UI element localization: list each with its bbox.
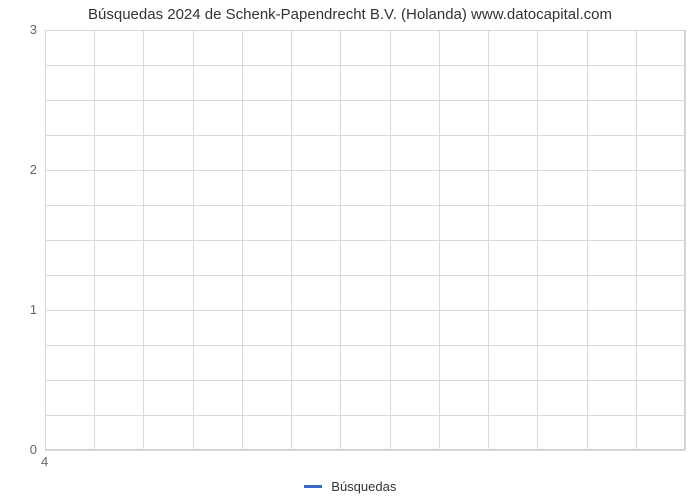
gridline-vertical (685, 30, 686, 450)
legend-swatch (304, 485, 322, 488)
chart-title: Búsquedas 2024 de Schenk-Papendrecht B.V… (0, 6, 700, 23)
gridline-horizontal (45, 30, 685, 31)
gridline-horizontal (45, 380, 685, 381)
y-axis-tick-label: 0 (30, 442, 37, 457)
chart-legend: Búsquedas (0, 478, 700, 494)
gridline-horizontal (45, 240, 685, 241)
y-axis-tick-label: 2 (30, 162, 37, 177)
gridline-horizontal (45, 275, 685, 276)
legend-label: Búsquedas (331, 479, 396, 494)
gridline-horizontal (45, 65, 685, 66)
x-axis-tick-label: 4 (41, 454, 48, 469)
gridline-horizontal (45, 310, 685, 311)
gridline-horizontal (45, 100, 685, 101)
gridline-horizontal (45, 135, 685, 136)
gridline-horizontal (45, 415, 685, 416)
chart-container: Búsquedas 2024 de Schenk-Papendrecht B.V… (0, 0, 700, 500)
gridline-horizontal (45, 345, 685, 346)
gridline-horizontal (45, 205, 685, 206)
y-axis-tick-label: 3 (30, 22, 37, 37)
y-axis-tick-label: 1 (30, 302, 37, 317)
gridline-horizontal (45, 170, 685, 171)
gridline-horizontal (45, 450, 685, 451)
